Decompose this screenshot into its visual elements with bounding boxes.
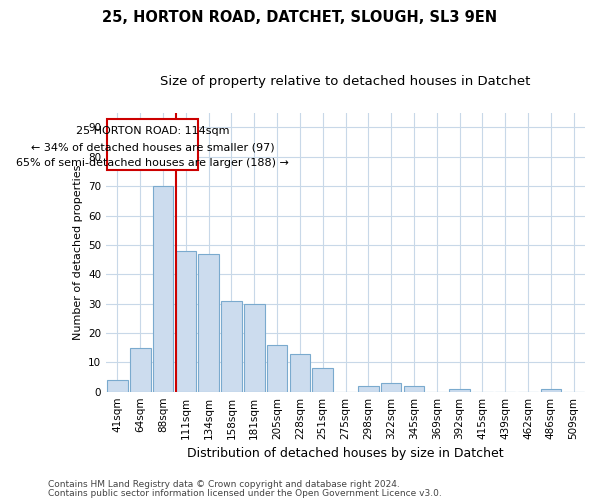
Bar bbox=[199, 254, 219, 392]
Bar bbox=[244, 304, 265, 392]
X-axis label: Distribution of detached houses by size in Datchet: Distribution of detached houses by size … bbox=[187, 447, 504, 460]
FancyBboxPatch shape bbox=[107, 118, 199, 170]
Text: ← 34% of detached houses are smaller (97): ← 34% of detached houses are smaller (97… bbox=[31, 142, 275, 152]
Bar bbox=[381, 383, 401, 392]
Text: 25 HORTON ROAD: 114sqm: 25 HORTON ROAD: 114sqm bbox=[76, 126, 230, 136]
Text: 25, HORTON ROAD, DATCHET, SLOUGH, SL3 9EN: 25, HORTON ROAD, DATCHET, SLOUGH, SL3 9E… bbox=[103, 10, 497, 25]
Bar bbox=[541, 388, 561, 392]
Bar bbox=[176, 251, 196, 392]
Bar bbox=[221, 300, 242, 392]
Bar bbox=[130, 348, 151, 392]
Text: Contains public sector information licensed under the Open Government Licence v3: Contains public sector information licen… bbox=[48, 490, 442, 498]
Bar bbox=[107, 380, 128, 392]
Y-axis label: Number of detached properties: Number of detached properties bbox=[73, 164, 83, 340]
Bar bbox=[404, 386, 424, 392]
Text: 65% of semi-detached houses are larger (188) →: 65% of semi-detached houses are larger (… bbox=[16, 158, 289, 168]
Bar bbox=[290, 354, 310, 392]
Bar bbox=[313, 368, 333, 392]
Text: Contains HM Land Registry data © Crown copyright and database right 2024.: Contains HM Land Registry data © Crown c… bbox=[48, 480, 400, 489]
Title: Size of property relative to detached houses in Datchet: Size of property relative to detached ho… bbox=[160, 75, 531, 88]
Bar bbox=[449, 388, 470, 392]
Bar bbox=[358, 386, 379, 392]
Bar bbox=[153, 186, 173, 392]
Bar bbox=[267, 344, 287, 392]
